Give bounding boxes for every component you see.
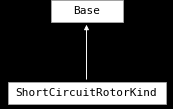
- Text: ShortCircuitRotorKind: ShortCircuitRotorKind: [16, 88, 157, 98]
- FancyBboxPatch shape: [7, 82, 166, 104]
- FancyBboxPatch shape: [51, 0, 122, 22]
- Text: Base: Base: [73, 6, 100, 16]
